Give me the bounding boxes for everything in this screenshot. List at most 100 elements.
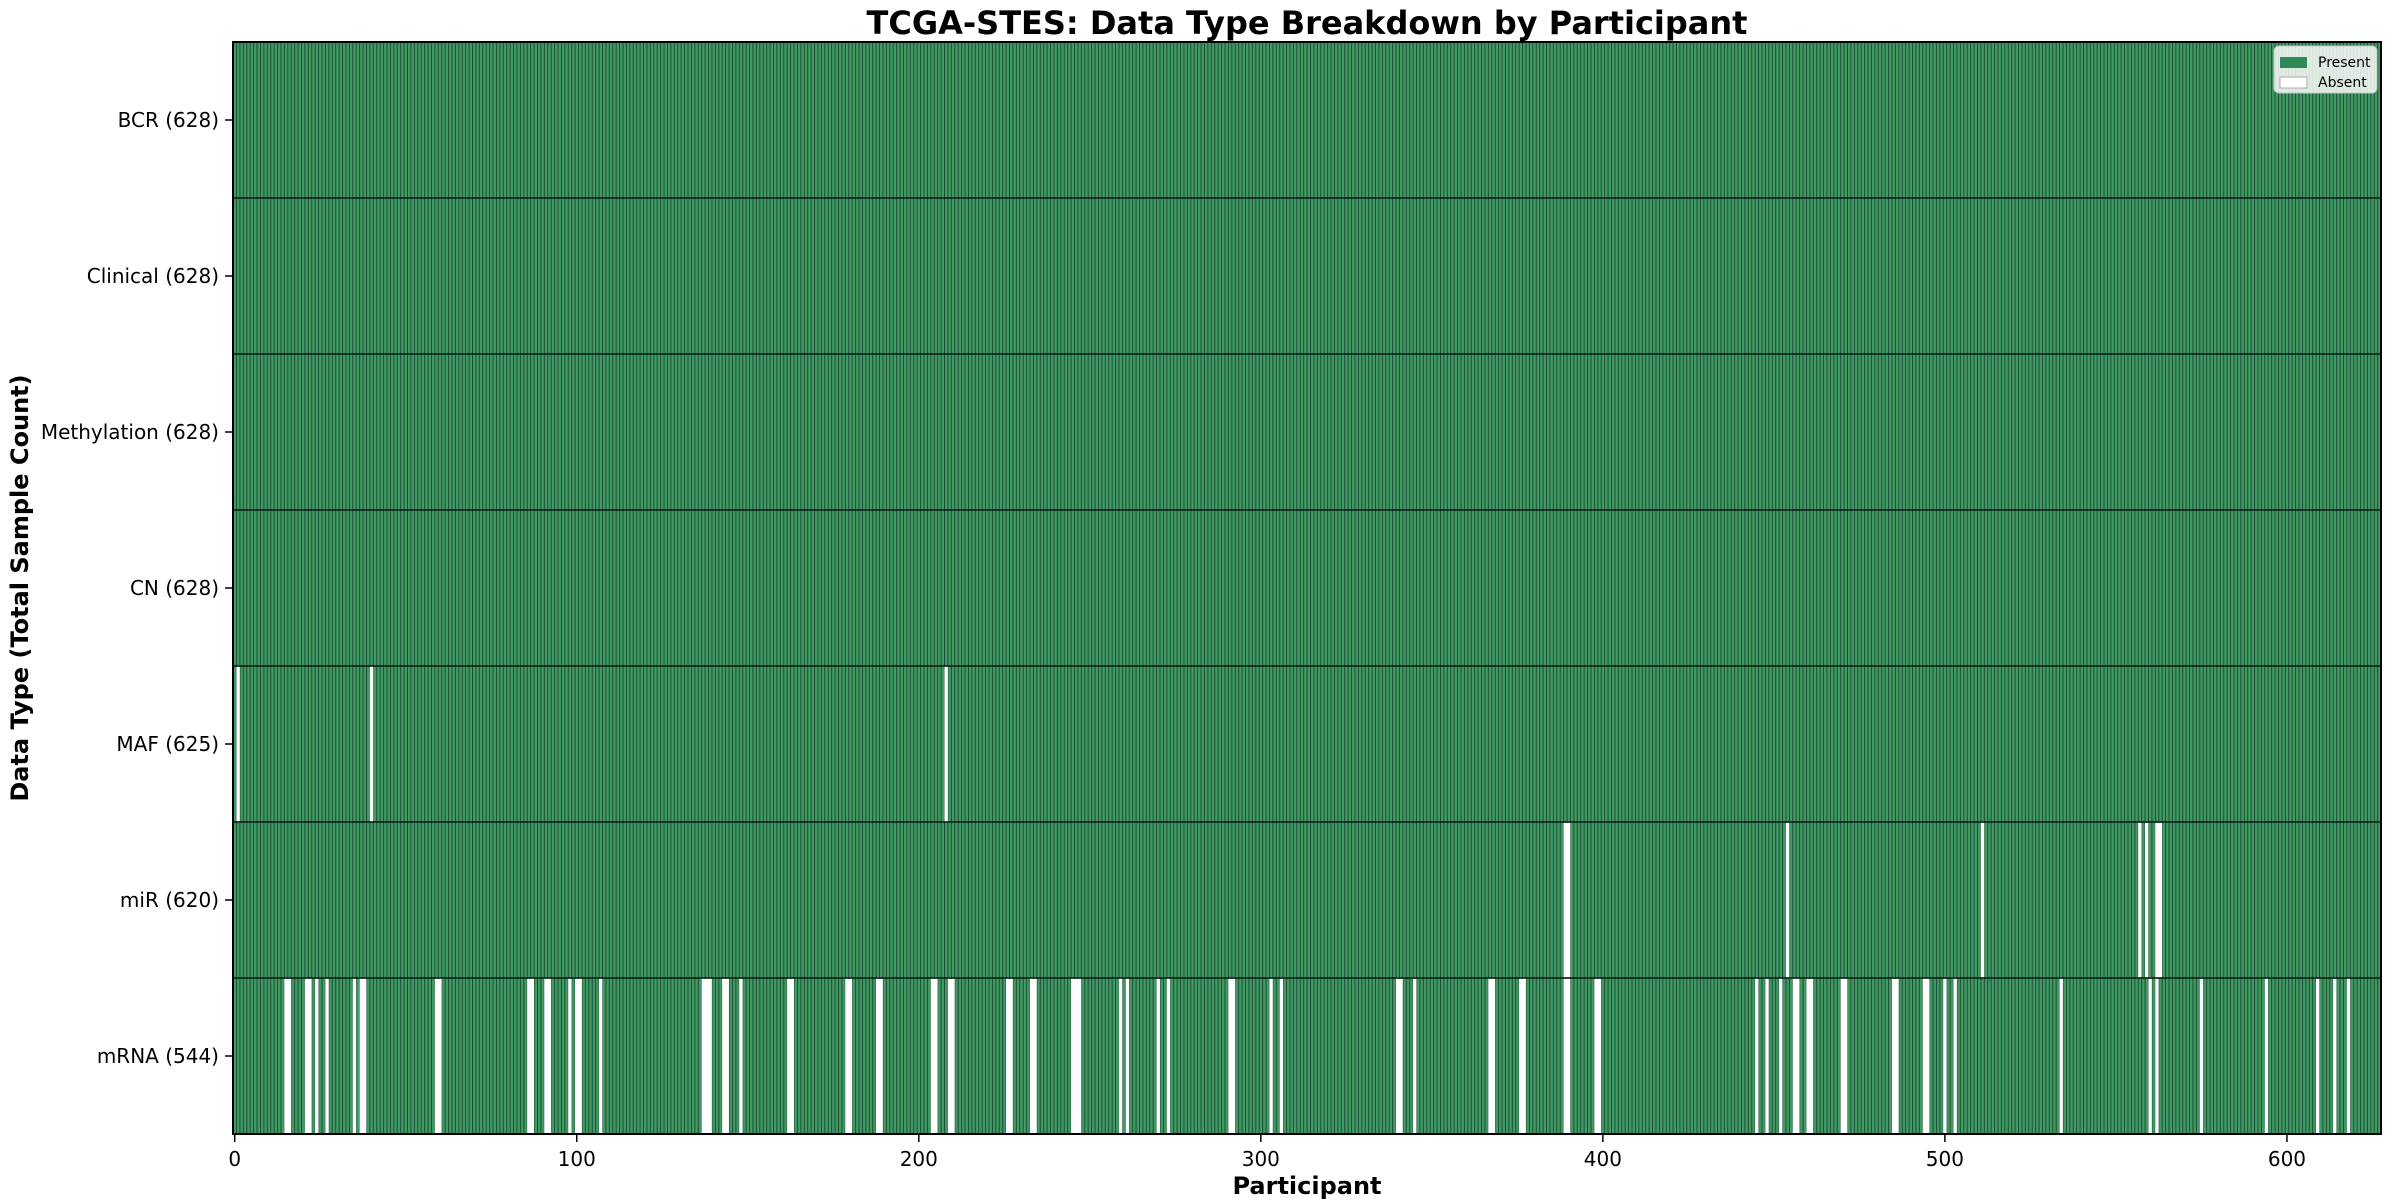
absent-gap bbox=[2138, 822, 2142, 978]
absent-gap bbox=[352, 978, 357, 1134]
x-tick-label: 400 bbox=[1584, 1147, 1622, 1171]
y-tick-label: MAF (625) bbox=[116, 732, 219, 756]
absent-gap bbox=[1070, 978, 1082, 1134]
absent-gap bbox=[2148, 978, 2152, 1134]
legend-present-label: Present bbox=[2318, 55, 2371, 71]
absent-gap bbox=[1269, 978, 1273, 1134]
x-tick-label: 0 bbox=[228, 1147, 241, 1171]
absent-gap bbox=[1125, 978, 1130, 1134]
present-band bbox=[233, 42, 2381, 198]
absent-gap bbox=[1755, 978, 1759, 1134]
absent-gap bbox=[2316, 978, 2320, 1134]
absent-gap bbox=[930, 978, 938, 1134]
data-row-mir bbox=[233, 821, 2381, 978]
chart-title: TCGA-STES: Data Type Breakdown by Partic… bbox=[867, 4, 1748, 42]
y-tick-label: mRNA (544) bbox=[97, 1044, 219, 1068]
absent-gap bbox=[2155, 822, 2163, 978]
absent-gap bbox=[701, 978, 712, 1134]
absent-gap bbox=[1792, 978, 1800, 1134]
absent-gap bbox=[1840, 978, 1848, 1134]
absent-gap bbox=[2144, 822, 2149, 978]
y-tick-label: miR (620) bbox=[120, 888, 219, 912]
present-band bbox=[233, 666, 2381, 822]
absent-gap bbox=[544, 978, 552, 1134]
plot-border bbox=[232, 41, 2382, 1135]
x-axis-label: Participant bbox=[1232, 1172, 1381, 1200]
absent-gap bbox=[568, 978, 572, 1134]
absent-gap bbox=[434, 978, 442, 1134]
data-row-cn bbox=[233, 509, 2381, 666]
absent-gap bbox=[2199, 978, 2204, 1134]
absent-gap bbox=[722, 978, 729, 1134]
absent-gap bbox=[1806, 978, 1814, 1134]
absent-gap bbox=[598, 978, 603, 1134]
absent-gap bbox=[1785, 822, 1790, 978]
plot-area: BCR (628) Clinical (628) Methylation (628)… bbox=[41, 41, 2382, 1171]
absent-gap bbox=[1279, 978, 1284, 1134]
absent-gap bbox=[325, 978, 329, 1134]
x-tick-label: 600 bbox=[2268, 1147, 2306, 1171]
absent-gap bbox=[1922, 978, 1930, 1134]
data-row-bcr bbox=[233, 42, 2381, 198]
absent-gap bbox=[527, 978, 534, 1134]
absent-gap bbox=[1891, 978, 1899, 1134]
absent-gap bbox=[304, 978, 312, 1134]
present-band bbox=[233, 510, 2381, 666]
absent-gap bbox=[1943, 978, 1947, 1134]
y-tick-label: Methylation (628) bbox=[41, 420, 219, 444]
absent-gap bbox=[876, 978, 883, 1134]
absent-gap bbox=[845, 978, 853, 1134]
data-row-clinical bbox=[233, 197, 2381, 354]
absent-gap bbox=[1519, 978, 1526, 1134]
data-row-maf bbox=[233, 665, 2381, 822]
legend-absent-swatch bbox=[2279, 76, 2308, 89]
y-axis-label: Data Type (Total Sample Count) bbox=[6, 374, 34, 801]
absent-gap bbox=[1563, 978, 1571, 1134]
absent-gap bbox=[2333, 978, 2337, 1134]
y-tick-label: Clinical (628) bbox=[87, 264, 219, 288]
absent-gap bbox=[2264, 978, 2269, 1134]
absent-gap bbox=[575, 978, 582, 1134]
present-band bbox=[233, 822, 2381, 978]
absent-gap bbox=[739, 978, 743, 1134]
absent-gap bbox=[947, 978, 955, 1134]
absent-gap bbox=[359, 978, 367, 1134]
absent-gap bbox=[1156, 978, 1160, 1134]
y-tick-label: CN (628) bbox=[130, 576, 219, 600]
absent-gap bbox=[1980, 822, 1985, 978]
absent-gap bbox=[1118, 978, 1123, 1134]
y-tick-label: BCR (628) bbox=[118, 108, 219, 132]
absent-gap bbox=[1395, 978, 1403, 1134]
absent-gap bbox=[1413, 978, 1417, 1134]
absent-gap bbox=[1765, 978, 1769, 1134]
absent-gap bbox=[1029, 978, 1037, 1134]
data-row-methylation bbox=[233, 353, 2381, 510]
legend-present-swatch bbox=[2280, 57, 2307, 68]
absent-gap bbox=[787, 978, 794, 1134]
absent-gap bbox=[2155, 978, 2159, 1134]
absent-gap bbox=[1488, 978, 1496, 1134]
x-tick-label: 100 bbox=[558, 1147, 596, 1171]
absent-gap bbox=[1779, 978, 1783, 1134]
absent-gap bbox=[315, 978, 319, 1134]
absent-gap bbox=[2346, 978, 2351, 1134]
absent-gap bbox=[1166, 978, 1171, 1134]
legend: Present Absent bbox=[2273, 45, 2378, 94]
legend-absent-label: Absent bbox=[2318, 75, 2367, 91]
data-row-mrna bbox=[233, 977, 2381, 1134]
absent-gap bbox=[284, 978, 292, 1134]
absent-gap bbox=[1594, 978, 1602, 1134]
absent-gap bbox=[2059, 978, 2063, 1134]
present-band bbox=[233, 198, 2381, 354]
absent-gap bbox=[1953, 978, 1957, 1134]
x-tick-label: 200 bbox=[900, 1147, 938, 1171]
absent-gap bbox=[944, 666, 948, 822]
absent-gap bbox=[369, 666, 374, 822]
present-band bbox=[233, 978, 2381, 1134]
present-band bbox=[233, 354, 2381, 510]
x-tick-label: 500 bbox=[1926, 1147, 1964, 1171]
absent-gap bbox=[1563, 822, 1571, 978]
absent-gap bbox=[1006, 978, 1013, 1134]
